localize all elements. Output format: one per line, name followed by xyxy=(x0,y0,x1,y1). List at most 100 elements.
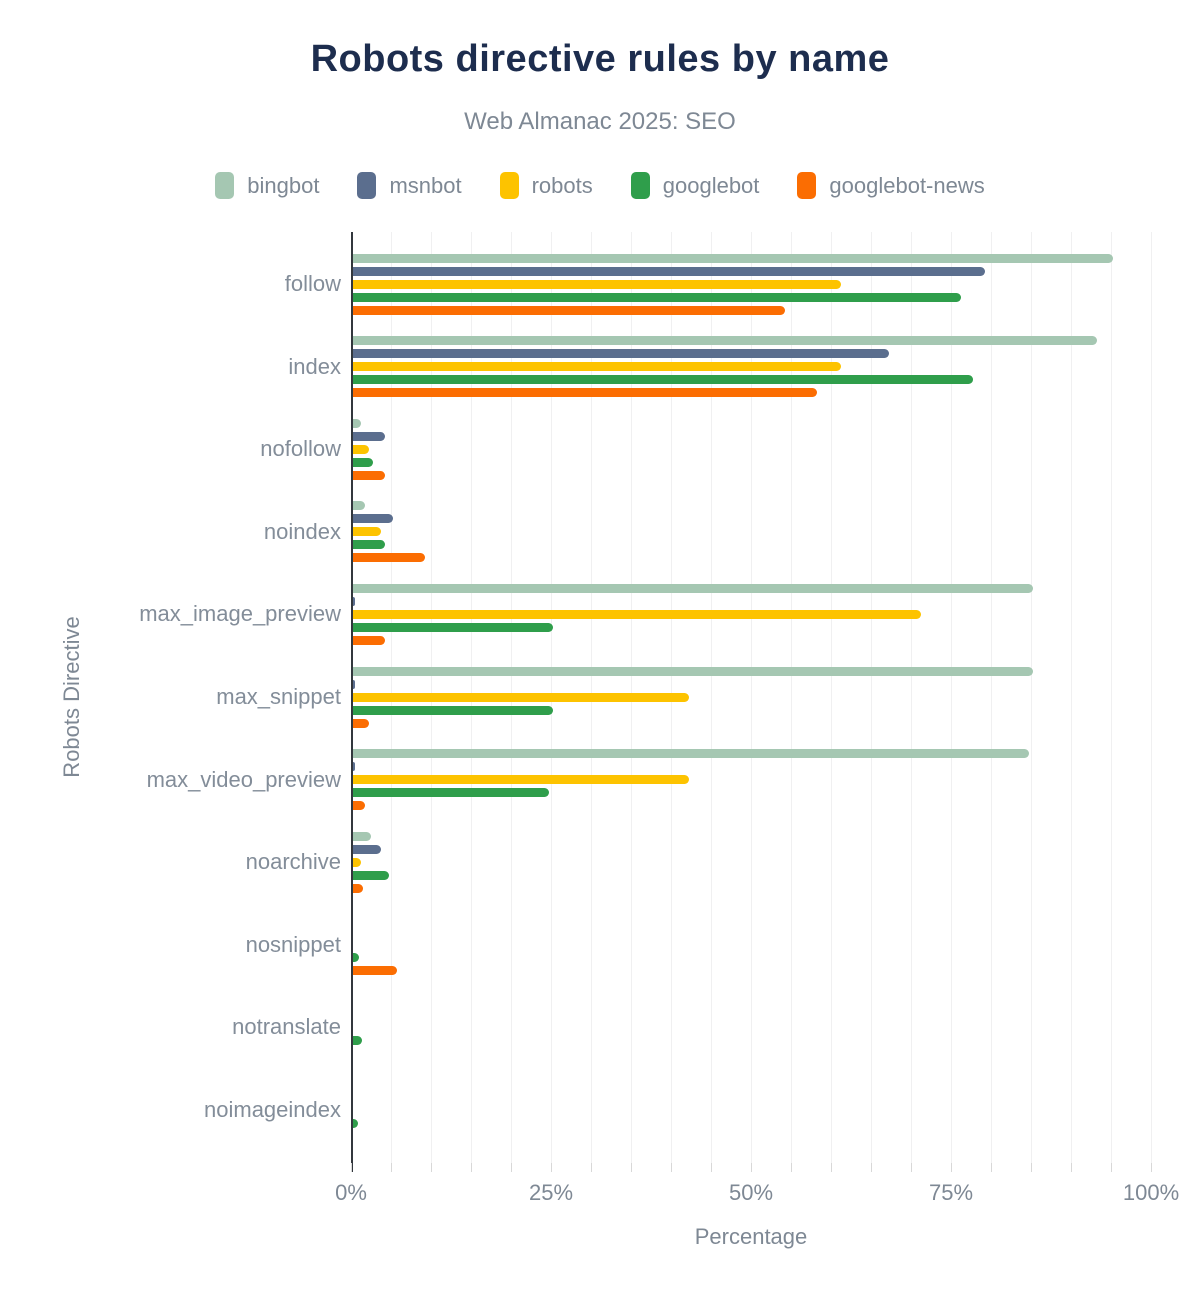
x-axis-tick xyxy=(791,1163,792,1172)
x-axis-tick xyxy=(591,1163,592,1172)
gridline-50pct xyxy=(751,232,752,1163)
category-label-noimageindex: noimageindex xyxy=(204,1097,341,1122)
legend-label: googlebot-news xyxy=(829,172,985,198)
gridline-95pct xyxy=(1111,232,1112,1163)
legend-item-googlebot[interactable]: googlebot xyxy=(630,172,760,199)
x-axis-tick xyxy=(471,1163,472,1172)
bar-max_image_preview-bingbot xyxy=(353,583,1033,593)
bar-max_video_preview-bingbot xyxy=(353,749,1029,759)
legend-item-googlebot-news[interactable]: googlebot-news xyxy=(797,172,985,199)
category-label-follow: follow xyxy=(284,271,341,296)
x-axis-tick xyxy=(551,1163,552,1172)
category-label-nosnippet: nosnippet xyxy=(245,931,341,957)
bar-noindex-bingbot xyxy=(353,501,365,511)
x-tick-label-25: 25% xyxy=(528,1180,574,1205)
x-axis-tick xyxy=(431,1163,432,1172)
category-label-noarchive: noarchive xyxy=(245,849,341,875)
bar-max_image_preview-robots xyxy=(353,609,921,619)
x-axis-tick xyxy=(751,1163,752,1172)
bar-nosnippet-googlebot xyxy=(353,953,360,963)
legend-label: bingbot xyxy=(247,172,320,198)
category-label-max_image_preview: max_image_preview xyxy=(139,601,341,627)
gridline-60pct xyxy=(831,232,832,1163)
x-axis-tick xyxy=(1151,1163,1152,1172)
gridline-45pct xyxy=(711,232,712,1163)
x-tick-label-100: 100% xyxy=(1122,1180,1180,1205)
bar-notranslate-googlebot xyxy=(353,1035,362,1045)
category-label-nofollow: nofollow xyxy=(260,436,341,462)
bar-noindex-googlebot xyxy=(353,540,385,550)
x-axis-tick xyxy=(711,1163,712,1172)
x-axis-title: Percentage xyxy=(694,1224,808,1249)
bar-noarchive-msnbot xyxy=(353,844,381,854)
x-axis-tick xyxy=(951,1163,952,1172)
x-axis-tick xyxy=(1071,1163,1072,1172)
bar-max_video_preview-googlebot-news xyxy=(353,801,365,811)
bar-noindex-googlebot-news xyxy=(353,553,425,563)
x-tick-label-0: 0% xyxy=(335,1180,367,1205)
bar-nofollow-msnbot xyxy=(353,431,385,441)
bar-index-robots xyxy=(353,362,841,372)
gridline-90pct xyxy=(1071,232,1072,1163)
gridline-55pct xyxy=(791,232,792,1163)
bar-noimageindex-googlebot xyxy=(353,1118,358,1128)
category-label-max_snippet: max_snippet xyxy=(216,684,341,709)
x-axis-tick xyxy=(631,1163,632,1172)
bar-max_snippet-bingbot xyxy=(353,666,1033,676)
bar-max_snippet-googlebot xyxy=(353,705,553,715)
category-label-max_video_preview: max_video_preview xyxy=(146,766,341,792)
bar-noarchive-googlebot-news xyxy=(353,883,364,893)
x-axis-tick xyxy=(391,1163,392,1172)
bar-max_video_preview-msnbot xyxy=(353,762,356,772)
bar-max_snippet-msnbot xyxy=(353,679,356,689)
legend-item-msnbot[interactable]: msnbot xyxy=(357,172,462,199)
x-axis-tick xyxy=(871,1163,872,1172)
gridline-80pct xyxy=(991,232,992,1163)
bar-noindex-msnbot xyxy=(353,514,393,524)
legend-swatch-googlebot-news xyxy=(797,172,817,199)
bar-max_image_preview-googlebot xyxy=(353,622,553,632)
legend-label: robots xyxy=(531,172,593,198)
bar-nofollow-robots xyxy=(353,444,369,454)
legend-label: googlebot xyxy=(662,172,760,198)
bar-nofollow-googlebot xyxy=(353,457,373,467)
x-tick-label-75: 75% xyxy=(928,1180,974,1205)
x-axis-tick xyxy=(911,1163,912,1172)
x-axis-tick xyxy=(1111,1163,1112,1172)
gridline-75pct xyxy=(951,232,952,1163)
bar-max_image_preview-googlebot-news xyxy=(353,635,385,645)
chart-title: Robots directive rules by name xyxy=(310,38,890,80)
bar-max_video_preview-robots xyxy=(353,775,689,785)
bar-noarchive-googlebot xyxy=(353,870,389,880)
bar-max_snippet-googlebot-news xyxy=(353,718,369,728)
bar-max_snippet-robots xyxy=(353,692,689,702)
x-axis-tick xyxy=(831,1163,832,1172)
x-axis-tick xyxy=(351,1163,352,1172)
bar-noarchive-robots xyxy=(353,857,361,867)
legend-item-bingbot[interactable]: bingbot xyxy=(215,172,319,199)
legend-swatch-googlebot xyxy=(630,172,650,199)
category-label-notranslate: notranslate xyxy=(232,1014,341,1040)
chart-subtitle: Web Almanac 2025: SEO xyxy=(464,108,736,135)
bar-follow-bingbot xyxy=(353,253,1113,263)
bar-nofollow-googlebot-news xyxy=(353,470,385,480)
x-tick-label-50: 50% xyxy=(728,1180,774,1205)
bar-nosnippet-googlebot-news xyxy=(353,966,397,976)
bar-follow-googlebot xyxy=(353,292,961,302)
gridline-100pct xyxy=(1151,232,1152,1163)
legend-swatch-robots xyxy=(499,172,519,199)
x-axis-tick xyxy=(671,1163,672,1172)
x-axis-tick xyxy=(991,1163,992,1172)
gridline-65pct xyxy=(871,232,872,1163)
legend-item-robots[interactable]: robots xyxy=(499,172,593,199)
legend-swatch-msnbot xyxy=(357,172,377,199)
category-label-noindex: noindex xyxy=(263,518,341,544)
bar-index-googlebot-news xyxy=(353,388,817,398)
bar-max_video_preview-googlebot xyxy=(353,788,549,798)
legend: bingbot msnbot robots googlebot googlebot-ne… xyxy=(0,172,1200,199)
bar-follow-robots xyxy=(353,279,841,289)
bar-noarchive-bingbot xyxy=(353,831,372,841)
bar-nofollow-bingbot xyxy=(353,418,361,428)
bar-follow-msnbot xyxy=(353,266,985,276)
